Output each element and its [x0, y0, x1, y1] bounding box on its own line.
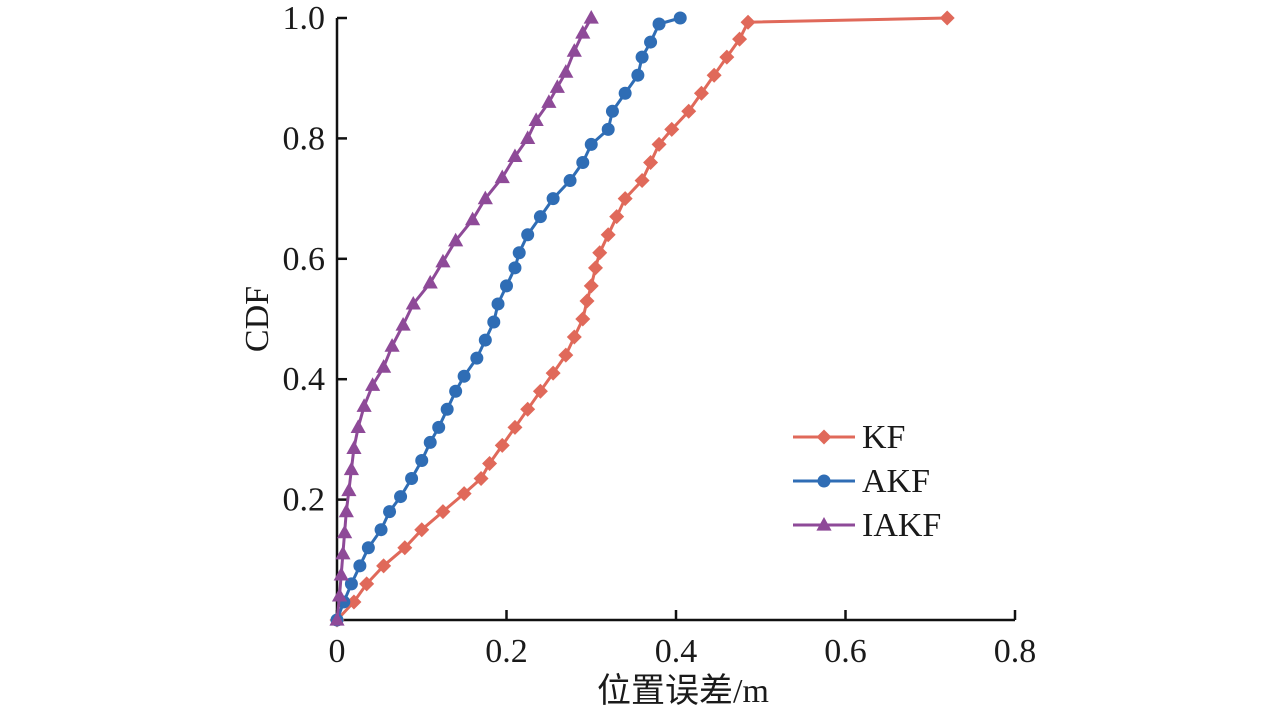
- data-point-akf: [405, 472, 418, 485]
- y-axis-title: CDF: [239, 286, 276, 352]
- data-point-akf: [547, 192, 560, 205]
- data-point-akf: [564, 174, 577, 187]
- data-point-iakf: [575, 25, 590, 39]
- data-point-akf: [508, 261, 521, 274]
- data-point-akf: [492, 297, 505, 310]
- data-point-akf: [513, 246, 526, 259]
- data-point-iakf: [341, 483, 356, 497]
- data-point-akf: [521, 228, 534, 241]
- data-point-iakf: [520, 130, 535, 144]
- data-point-kf: [741, 15, 756, 30]
- data-point-kf: [580, 293, 595, 308]
- x-tick-label: 0.2: [485, 633, 528, 670]
- data-point-akf: [631, 69, 644, 82]
- legend-label: AKF: [862, 463, 930, 500]
- y-tick-label: 0.8: [283, 120, 326, 157]
- data-point-akf: [636, 51, 649, 64]
- data-point-iakf: [550, 79, 565, 93]
- data-point-iakf: [346, 440, 361, 454]
- data-point-akf: [619, 87, 632, 100]
- data-point-iakf: [351, 419, 366, 433]
- data-point-akf: [674, 12, 687, 25]
- legend-marker: [818, 475, 831, 488]
- legend-label: KF: [862, 419, 905, 456]
- x-tick-label: 0: [329, 633, 346, 670]
- data-point-akf: [479, 334, 492, 347]
- data-point-iakf: [376, 359, 391, 373]
- data-point-kf: [940, 11, 955, 26]
- data-point-akf: [606, 105, 619, 118]
- data-point-iakf: [541, 94, 556, 108]
- x-tick-label: 0.4: [655, 633, 698, 670]
- y-tick-label: 0.6: [283, 241, 326, 278]
- y-tick-label: 0.4: [283, 361, 326, 398]
- data-point-kf: [567, 330, 582, 345]
- data-point-kf: [601, 227, 616, 242]
- x-tick-label: 0.6: [824, 633, 867, 670]
- data-point-kf: [643, 155, 658, 170]
- data-point-akf: [458, 370, 471, 383]
- data-point-iakf: [339, 504, 354, 518]
- data-point-kf: [588, 260, 603, 275]
- y-tick-label: 1.0: [283, 0, 326, 37]
- data-point-iakf: [435, 254, 450, 268]
- data-point-akf: [470, 352, 483, 365]
- axes: 0.2 0.4 0.6 0.8 1.0 0 0.2 0.4 0.6 0.8: [283, 0, 1037, 670]
- series-line-akf: [337, 18, 680, 620]
- data-point-iakf: [337, 525, 352, 539]
- data-point-iakf: [357, 398, 372, 412]
- data-point-akf: [362, 541, 375, 554]
- x-axis-title: 位置误差/m: [597, 672, 769, 709]
- legend-marker: [817, 430, 832, 445]
- data-point-akf: [449, 385, 462, 398]
- data-point-kf: [584, 278, 599, 293]
- legend-item-kf: KF: [793, 419, 905, 456]
- data-point-iakf: [344, 462, 359, 476]
- data-point-akf: [534, 210, 547, 223]
- cdf-chart: 0.2 0.4 0.6 0.8 1.0 0 0.2 0.4 0.6 0.8 位置误差/m CDF…: [0, 0, 1276, 709]
- series-akf: [331, 12, 687, 627]
- data-point-iakf: [584, 10, 599, 24]
- legend-item-iakf: IAKF: [793, 507, 941, 544]
- data-point-akf: [424, 436, 437, 449]
- data-point-kf: [575, 312, 590, 327]
- legend-label: IAKF: [862, 507, 941, 544]
- series-iakf: [329, 10, 598, 626]
- data-point-iakf: [384, 338, 399, 352]
- data-point-akf: [576, 156, 589, 169]
- data-point-iakf: [558, 64, 573, 78]
- data-point-iakf: [396, 317, 411, 331]
- data-point-kf: [609, 209, 624, 224]
- data-point-akf: [383, 505, 396, 518]
- data-point-akf: [415, 454, 428, 467]
- series-layer: [329, 10, 954, 628]
- data-point-akf: [653, 18, 666, 31]
- data-point-akf: [500, 279, 513, 292]
- legend-item-akf: AKF: [793, 463, 930, 500]
- data-point-iakf: [567, 43, 582, 57]
- data-point-kf: [592, 245, 607, 260]
- data-point-akf: [585, 138, 598, 151]
- data-point-akf: [394, 490, 407, 503]
- data-point-akf: [644, 36, 657, 49]
- data-point-akf: [375, 523, 388, 536]
- x-tick-label: 0.8: [994, 633, 1037, 670]
- data-point-akf: [441, 403, 454, 416]
- data-point-akf: [353, 559, 366, 572]
- legend: KF AKF IAKF: [793, 419, 941, 544]
- data-point-akf: [487, 316, 500, 329]
- y-tick-label: 0.2: [283, 482, 326, 519]
- data-point-akf: [602, 123, 615, 136]
- data-point-akf: [432, 421, 445, 434]
- data-point-iakf: [332, 588, 347, 602]
- series-kf: [330, 11, 955, 628]
